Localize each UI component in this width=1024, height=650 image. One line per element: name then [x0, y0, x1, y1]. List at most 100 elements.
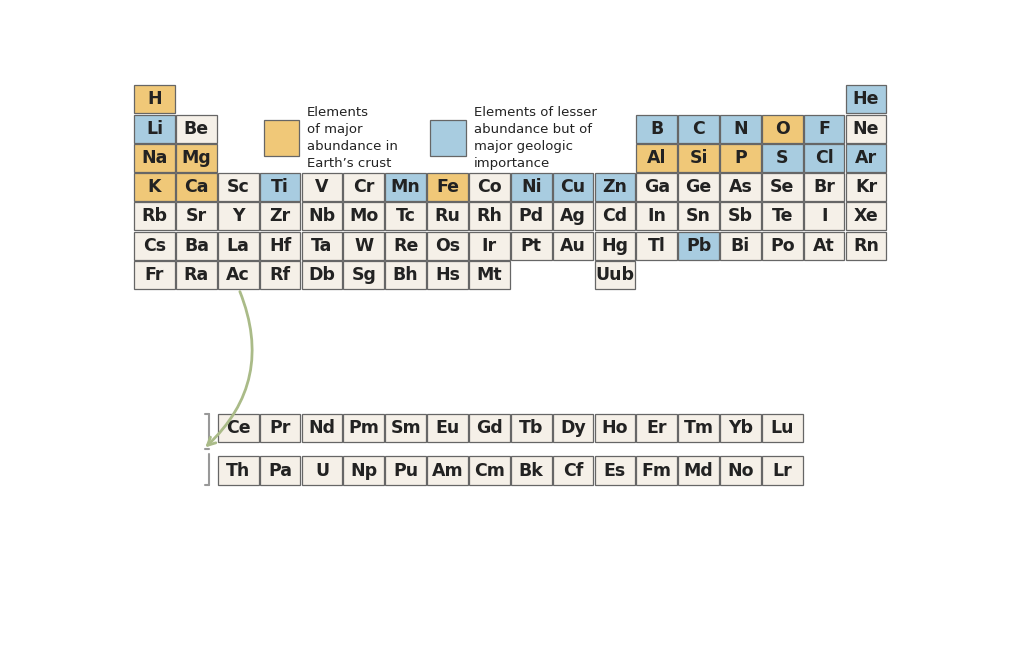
- FancyBboxPatch shape: [302, 414, 342, 442]
- FancyBboxPatch shape: [427, 231, 468, 260]
- FancyBboxPatch shape: [720, 456, 761, 484]
- Text: Th: Th: [226, 462, 251, 480]
- FancyBboxPatch shape: [511, 173, 552, 202]
- Text: Rn: Rn: [853, 237, 879, 255]
- Text: Uub: Uub: [595, 266, 635, 284]
- Text: Cl: Cl: [815, 149, 834, 167]
- FancyBboxPatch shape: [595, 456, 635, 484]
- Text: No: No: [727, 462, 754, 480]
- Text: Pd: Pd: [518, 207, 544, 226]
- FancyBboxPatch shape: [385, 414, 426, 442]
- FancyBboxPatch shape: [427, 173, 468, 202]
- Text: Au: Au: [560, 237, 586, 255]
- FancyBboxPatch shape: [804, 144, 845, 172]
- FancyBboxPatch shape: [134, 261, 175, 289]
- Text: Ce: Ce: [226, 419, 251, 437]
- FancyBboxPatch shape: [553, 173, 593, 202]
- Text: Si: Si: [689, 149, 708, 167]
- Text: Zn: Zn: [602, 178, 628, 196]
- Text: Li: Li: [146, 120, 163, 138]
- Text: Cr: Cr: [353, 178, 375, 196]
- FancyBboxPatch shape: [678, 202, 719, 231]
- Text: Xe: Xe: [854, 207, 879, 226]
- Text: K: K: [147, 178, 162, 196]
- FancyBboxPatch shape: [469, 202, 510, 231]
- Text: Mg: Mg: [181, 149, 211, 167]
- FancyBboxPatch shape: [385, 261, 426, 289]
- FancyBboxPatch shape: [343, 414, 384, 442]
- Text: Lr: Lr: [772, 462, 793, 480]
- FancyBboxPatch shape: [595, 202, 635, 231]
- FancyBboxPatch shape: [134, 114, 175, 143]
- FancyBboxPatch shape: [343, 202, 384, 231]
- FancyBboxPatch shape: [469, 173, 510, 202]
- FancyBboxPatch shape: [134, 144, 175, 172]
- FancyBboxPatch shape: [804, 114, 845, 143]
- Text: Cm: Cm: [474, 462, 505, 480]
- FancyBboxPatch shape: [511, 231, 552, 260]
- Text: Bi: Bi: [731, 237, 750, 255]
- FancyBboxPatch shape: [427, 414, 468, 442]
- Text: Bh: Bh: [393, 266, 419, 284]
- Text: Sb: Sb: [728, 207, 753, 226]
- Text: Pa: Pa: [268, 462, 292, 480]
- Text: Sr: Sr: [185, 207, 207, 226]
- Text: Ir: Ir: [481, 237, 497, 255]
- FancyBboxPatch shape: [762, 231, 803, 260]
- FancyBboxPatch shape: [553, 456, 593, 484]
- FancyBboxPatch shape: [260, 261, 300, 289]
- Text: Dy: Dy: [560, 419, 586, 437]
- FancyBboxPatch shape: [263, 120, 299, 156]
- FancyBboxPatch shape: [511, 456, 552, 484]
- FancyBboxPatch shape: [762, 414, 803, 442]
- FancyBboxPatch shape: [846, 231, 887, 260]
- FancyBboxPatch shape: [134, 85, 175, 113]
- FancyBboxPatch shape: [720, 173, 761, 202]
- FancyBboxPatch shape: [846, 85, 887, 113]
- FancyBboxPatch shape: [678, 231, 719, 260]
- Text: Pb: Pb: [686, 237, 712, 255]
- Text: Nb: Nb: [308, 207, 336, 226]
- Text: Ti: Ti: [271, 178, 289, 196]
- Text: V: V: [315, 178, 329, 196]
- Text: Zr: Zr: [269, 207, 291, 226]
- Text: Ho: Ho: [602, 419, 628, 437]
- FancyBboxPatch shape: [636, 202, 677, 231]
- Text: Mt: Mt: [476, 266, 502, 284]
- FancyBboxPatch shape: [218, 414, 259, 442]
- Text: Mn: Mn: [391, 178, 421, 196]
- Text: He: He: [853, 90, 880, 109]
- FancyBboxPatch shape: [427, 202, 468, 231]
- Text: Na: Na: [141, 149, 168, 167]
- FancyBboxPatch shape: [302, 456, 342, 484]
- FancyBboxPatch shape: [720, 231, 761, 260]
- FancyBboxPatch shape: [511, 202, 552, 231]
- Text: N: N: [733, 120, 748, 138]
- FancyBboxPatch shape: [260, 173, 300, 202]
- FancyBboxPatch shape: [176, 144, 217, 172]
- FancyBboxPatch shape: [176, 261, 217, 289]
- Text: C: C: [692, 120, 705, 138]
- FancyBboxPatch shape: [595, 173, 635, 202]
- Text: Ra: Ra: [183, 266, 209, 284]
- FancyBboxPatch shape: [302, 231, 342, 260]
- FancyBboxPatch shape: [720, 114, 761, 143]
- Text: Ca: Ca: [184, 178, 209, 196]
- Text: Ne: Ne: [853, 120, 880, 138]
- Text: Y: Y: [232, 207, 245, 226]
- FancyBboxPatch shape: [595, 231, 635, 260]
- FancyBboxPatch shape: [553, 414, 593, 442]
- Text: Os: Os: [435, 237, 460, 255]
- Text: Sg: Sg: [351, 266, 376, 284]
- Text: Rf: Rf: [269, 266, 291, 284]
- FancyBboxPatch shape: [720, 202, 761, 231]
- Text: Te: Te: [771, 207, 793, 226]
- Text: O: O: [775, 120, 790, 138]
- Text: Se: Se: [770, 178, 795, 196]
- Text: Elements
of major
abundance in
Earth’s crust: Elements of major abundance in Earth’s c…: [307, 106, 398, 170]
- FancyBboxPatch shape: [595, 261, 635, 289]
- FancyBboxPatch shape: [678, 114, 719, 143]
- FancyBboxPatch shape: [385, 202, 426, 231]
- Text: Er: Er: [646, 419, 667, 437]
- FancyBboxPatch shape: [804, 202, 845, 231]
